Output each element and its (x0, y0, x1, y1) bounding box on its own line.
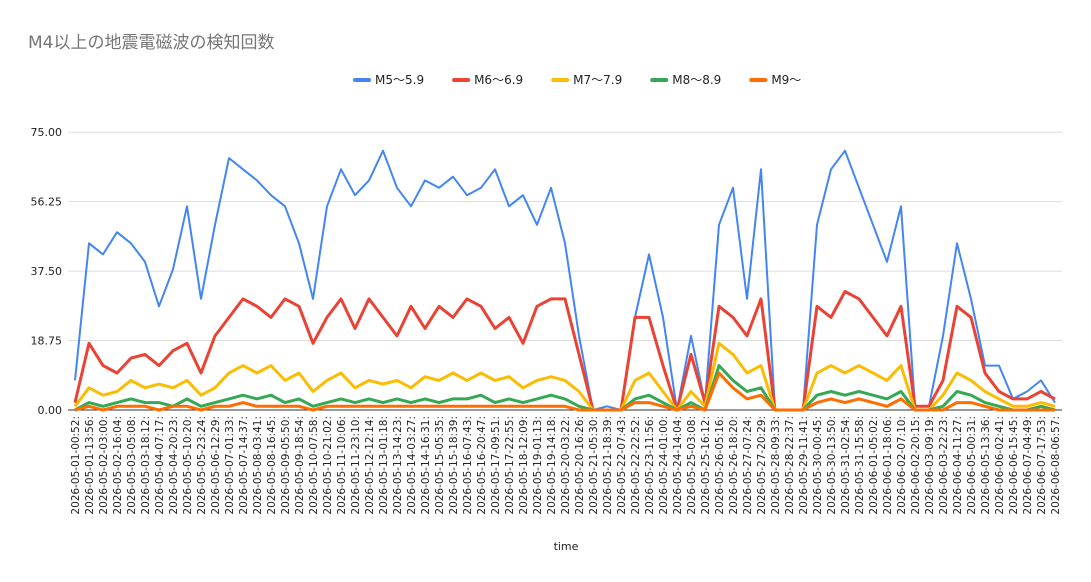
x-tick-label: 2026-05-22-22:52: (630, 416, 642, 515)
x-tick-label: 2026-05-03-05:08: (126, 416, 138, 515)
x-tick-label: 2026-06-08-06:57: (1050, 416, 1062, 515)
legend-label: M7〜7.9 (573, 73, 622, 87)
x-tick-label: 2026-05-05-23:24: (196, 416, 208, 515)
x-tick-label: 2026-05-21-05:30: (588, 416, 600, 515)
x-tick-label: 2026-05-31-15:58: (854, 416, 866, 515)
series-line (73, 341, 1056, 412)
legend-label: M6〜6.9 (474, 73, 523, 87)
x-tick-label: 2026-05-08-16:45: (266, 416, 278, 515)
x-tick-label: 2026-05-18-12:09: (518, 416, 530, 515)
series-line (74, 364, 1056, 412)
x-tick-label: 2026-05-07-01:33: (224, 416, 236, 515)
x-tick-label: 2026-06-07-17:53: (1036, 416, 1048, 515)
legend-item: M8〜8.9 (650, 73, 721, 87)
x-tick-label: 2026-05-30-13:50: (826, 416, 838, 515)
x-tick-label: 2026-05-07-14:37: (238, 416, 250, 515)
x-tick-label: 2026-05-28-22:37: (784, 416, 796, 515)
x-tick-label: 2026-05-09-18:54: (294, 416, 306, 515)
legend-item: M9〜 (749, 73, 801, 87)
x-tick-label: 2026-05-26-05:16: (714, 416, 726, 515)
x-tick-label: 2026-05-10-07:58: (308, 416, 320, 515)
x-tick-label: 2026-05-20-03:22: (560, 416, 572, 515)
y-tick-label: 0.00 (38, 404, 63, 417)
y-tick-label: 37.50 (31, 265, 63, 278)
x-tick-label: 2026-05-15-05:35: (434, 416, 446, 515)
x-tick-label: 2026-05-14-16:31: (420, 416, 432, 515)
x-tick-label: 2026-05-11-10:06: (336, 416, 348, 515)
x-tick-label: 2026-06-04-11:27: (952, 416, 964, 515)
x-axis-title: time (554, 540, 579, 553)
x-tick-label: 2026-05-02-16:04: (112, 416, 124, 515)
x-tick-label: 2026-05-13-14:23: (392, 416, 404, 515)
x-tick-label: 2026-06-03-22:23: (938, 416, 950, 515)
x-tick-label: 2026-05-22-07:43: (616, 416, 628, 515)
series-line (74, 371, 1055, 412)
series-line (74, 149, 1056, 411)
legend-label: M5〜5.9 (375, 73, 424, 87)
y-tick-label: 56.25 (31, 196, 63, 209)
x-tick-label: 2026-05-27-07:24: (742, 416, 754, 515)
x-tick-label: 2026-05-20-16:26: (574, 416, 586, 515)
x-tick-label: 2026-05-24-14:04: (672, 416, 684, 515)
x-tick-label: 2026-05-14-03:27: (406, 416, 418, 515)
x-tick-label: 2026-06-01-18:06: (882, 416, 894, 515)
series-line (73, 290, 1056, 412)
x-tick-label: 2026-06-07-04:49: (1022, 416, 1034, 515)
x-tick-label: 2026-06-03-09:19: (924, 416, 936, 515)
legend-label: M8〜8.9 (672, 73, 721, 87)
legend-item: M5〜5.9 (353, 73, 424, 87)
x-tick-label: 2026-05-17-09:51: (490, 416, 502, 515)
x-tick-label: 2026-05-04-20:23: (168, 416, 180, 515)
x-tick-label: 2026-05-11-23:10: (350, 416, 362, 515)
x-tick-label: 2026-05-24-01:00: (658, 416, 670, 515)
y-tick-label: 75.00 (31, 126, 63, 139)
x-tick-label: 2026-06-06-02:41: (994, 416, 1006, 515)
legend-label: M9〜 (771, 73, 801, 87)
x-tick-label: 2026-06-06-15:45: (1008, 416, 1020, 515)
x-tick-label: 2026-05-03-18:12: (140, 416, 152, 515)
x-tick-label: 2026-05-29-11:41: (798, 416, 810, 515)
x-tick-label: 2026-05-16-20:47: (476, 416, 488, 515)
x-tick-label: 2026-05-06-12:29: (210, 416, 222, 515)
x-tick-label: 2026-05-15-18:39: (448, 416, 460, 515)
x-tick-label: 2026-06-02-20:15: (910, 416, 922, 515)
x-tick-label: 2026-05-13-01:18: (378, 416, 390, 515)
x-tick-label: 2026-05-26-18:20: (728, 416, 740, 515)
x-tick-label: 2026-05-01-00:52: (70, 416, 82, 515)
x-tick-label: 2026-05-23-11:56: (644, 416, 656, 515)
x-tick-label: 2026-05-02-03:00: (98, 416, 110, 515)
x-tick-label: 2026-05-01-13:56: (84, 416, 96, 515)
x-tick-label: 2026-05-08-03:41: (252, 416, 264, 515)
x-tick-label: 2026-06-02-07:10: (896, 416, 908, 515)
x-tick-label: 2026-06-05-00:31: (966, 416, 978, 515)
x-tick-label: 2026-05-25-03:08: (686, 416, 698, 515)
chart-title: M4以上の地震電磁波の検知回数 (28, 33, 274, 53)
x-tick-label: 2026-05-09-05:50: (280, 416, 292, 515)
x-tick-label: 2026-05-17-22:55: (504, 416, 516, 515)
x-tick-label: 2026-05-31-02:54: (840, 416, 852, 515)
x-tick-label: 2026-05-25-16:12: (700, 416, 712, 515)
x-tick-label: 2026-05-05-10:20: (182, 416, 194, 515)
legend-item: M7〜7.9 (551, 73, 622, 87)
y-tick-label: 18.75 (31, 335, 63, 348)
x-tick-label: 2026-05-19-14:18: (546, 416, 558, 515)
x-tick-label: 2026-05-28-09:33: (770, 416, 782, 515)
x-tick-label: 2026-05-04-07:17: (154, 416, 166, 515)
x-tick-label: 2026-06-05-13:36: (980, 416, 992, 515)
x-tick-label: 2026-05-21-18:39: (602, 416, 614, 515)
x-tick-label: 2026-05-27-20:29: (756, 416, 768, 515)
x-tick-label: 2026-05-12-12:14: (364, 416, 376, 515)
x-tick-label: 2026-06-01-05:02: (868, 416, 880, 515)
x-tick-label: 2026-05-16-07:43: (462, 416, 474, 515)
x-tick-label: 2026-05-19-01:13: (532, 416, 544, 515)
x-tick-label: 2026-05-10-21:02: (322, 416, 334, 515)
legend-item: M6〜6.9 (452, 73, 523, 87)
x-tick-label: 2026-05-30-00:45: (812, 416, 824, 515)
